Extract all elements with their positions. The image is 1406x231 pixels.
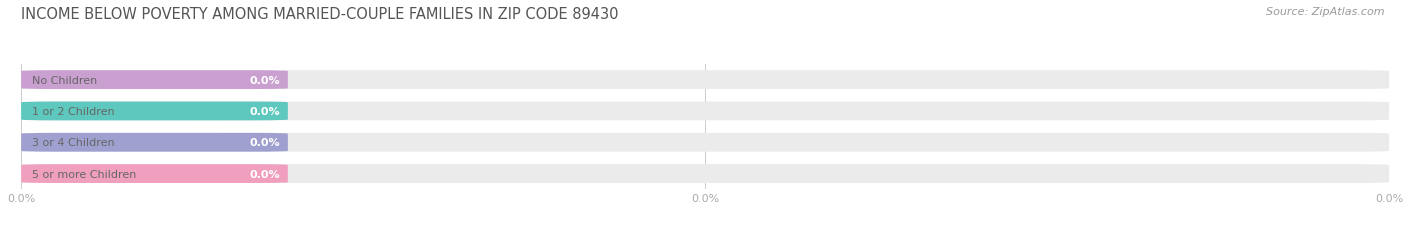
Text: 1 or 2 Children: 1 or 2 Children — [32, 106, 115, 116]
Text: 0.0%: 0.0% — [249, 106, 280, 116]
Text: No Children: No Children — [32, 75, 97, 85]
FancyBboxPatch shape — [21, 102, 1389, 121]
FancyBboxPatch shape — [21, 164, 1389, 183]
FancyBboxPatch shape — [21, 102, 288, 121]
Text: Source: ZipAtlas.com: Source: ZipAtlas.com — [1267, 7, 1385, 17]
FancyBboxPatch shape — [21, 133, 233, 152]
FancyBboxPatch shape — [21, 133, 288, 152]
Text: 0.0%: 0.0% — [249, 75, 280, 85]
Text: 3 or 4 Children: 3 or 4 Children — [32, 138, 115, 148]
FancyBboxPatch shape — [21, 164, 288, 183]
Text: 0.0%: 0.0% — [249, 169, 280, 179]
Text: 5 or more Children: 5 or more Children — [32, 169, 136, 179]
FancyBboxPatch shape — [21, 71, 288, 90]
Text: 0.0%: 0.0% — [249, 138, 280, 148]
FancyBboxPatch shape — [21, 71, 233, 90]
FancyBboxPatch shape — [21, 164, 233, 183]
FancyBboxPatch shape — [21, 71, 1389, 90]
Text: INCOME BELOW POVERTY AMONG MARRIED-COUPLE FAMILIES IN ZIP CODE 89430: INCOME BELOW POVERTY AMONG MARRIED-COUPL… — [21, 7, 619, 22]
FancyBboxPatch shape — [21, 133, 1389, 152]
FancyBboxPatch shape — [21, 102, 233, 121]
